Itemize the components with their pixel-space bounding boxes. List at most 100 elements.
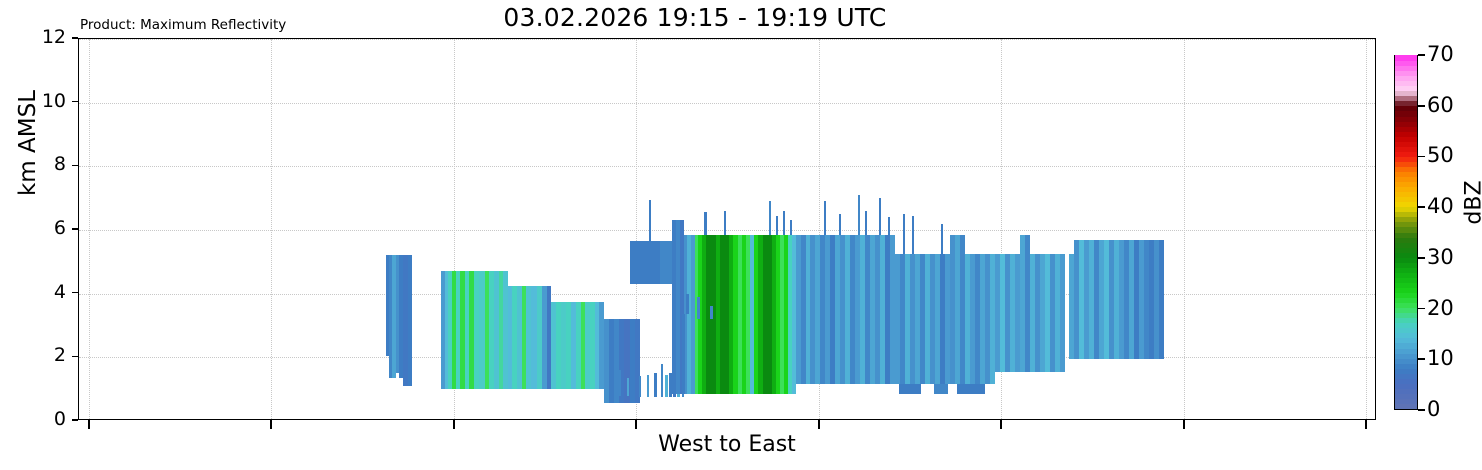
colorbar-band: [1395, 54, 1417, 62]
colorbar-band: [1395, 80, 1417, 87]
colorbar-band: [1395, 367, 1417, 374]
colorbar-tick-mark: [1418, 409, 1425, 411]
y-tick-label: 8: [53, 153, 66, 176]
x-axis-title: West to East: [658, 432, 796, 457]
colorbar-band: [1395, 377, 1417, 384]
colorbar-band: [1395, 261, 1417, 268]
colorbar-band: [1395, 175, 1417, 183]
colorbar-band: [1395, 150, 1417, 157]
colorbar-tick-mark: [1418, 155, 1425, 158]
colorbar-band: [1395, 69, 1417, 77]
colorbar-band: [1395, 95, 1417, 102]
colorbar-band: [1395, 221, 1417, 228]
colorbar-band: [1395, 155, 1417, 162]
colorbar-tick-mark: [1418, 256, 1425, 259]
y-tick-mark: [72, 164, 78, 167]
colorbar-gradient: [1394, 54, 1418, 410]
colorbar-band: [1395, 392, 1417, 399]
x-tick-mark: [453, 420, 455, 429]
colorbar-tick-label: 30: [1427, 244, 1454, 269]
colorbar-band: [1395, 352, 1417, 359]
colorbar-band: [1395, 211, 1417, 218]
chart-title: 03.02.2026 19:15 - 19:19 UTC: [503, 3, 887, 32]
colorbar-band: [1395, 357, 1417, 364]
colorbar-band: [1395, 206, 1417, 213]
colorbar-band: [1395, 311, 1417, 319]
colorbar-band: [1395, 135, 1417, 142]
colorbar-band: [1395, 140, 1417, 147]
colorbar-tick-mark: [1418, 307, 1425, 310]
colorbar-band: [1395, 160, 1417, 167]
colorbar-band: [1395, 90, 1417, 97]
colorbar-tick-label: 40: [1427, 194, 1454, 219]
y-tick-mark: [72, 100, 78, 103]
colorbar-band: [1395, 317, 1417, 324]
colorbar-band: [1395, 246, 1417, 253]
x-tick-mark: [1365, 420, 1367, 429]
colorbar-band: [1395, 327, 1417, 334]
colorbar-band: [1395, 306, 1417, 314]
colorbar-band: [1395, 402, 1417, 409]
colorbar: [1394, 54, 1418, 410]
colorbar-band: [1395, 241, 1417, 248]
colorbar-band: [1395, 347, 1417, 354]
colorbar-band: [1395, 185, 1417, 193]
colorbar-tick-mark: [1418, 358, 1425, 361]
colorbar-band: [1395, 397, 1417, 404]
colorbar-band: [1395, 201, 1417, 208]
colorbar-band: [1395, 74, 1417, 82]
colorbar-band: [1395, 337, 1417, 344]
colorbar-band: [1395, 130, 1417, 137]
colorbar-tick-label: 10: [1427, 346, 1454, 371]
colorbar-band: [1395, 226, 1417, 233]
colorbar-band: [1395, 105, 1417, 112]
colorbar-band: [1395, 216, 1417, 223]
y-tick-mark: [72, 228, 78, 230]
colorbar-title: dBZ: [1461, 180, 1482, 225]
x-tick-mark: [635, 420, 637, 429]
colorbar-tick-label: 50: [1427, 143, 1454, 168]
colorbar-tick-label: 60: [1427, 92, 1454, 117]
y-tick-mark: [72, 419, 78, 421]
colorbar-band: [1395, 342, 1417, 349]
y-tick-mark: [72, 355, 78, 358]
colorbar-band: [1395, 301, 1417, 309]
colorbar-band: [1395, 281, 1417, 288]
colorbar-band: [1395, 276, 1417, 283]
colorbar-band: [1395, 85, 1417, 92]
colorbar-tick-mark: [1418, 54, 1425, 56]
colorbar-band: [1395, 266, 1417, 273]
y-tick-label: 12: [41, 26, 66, 48]
y-tick-label: 6: [53, 217, 66, 239]
colorbar-tick-label: 70: [1427, 42, 1454, 66]
x-tick-mark: [88, 420, 90, 429]
colorbar-band: [1395, 362, 1417, 369]
colorbar-band: [1395, 291, 1417, 299]
y-tick-label: 2: [53, 344, 66, 367]
x-tick-mark: [1183, 420, 1185, 429]
colorbar-band: [1395, 236, 1417, 243]
y-axis: 0 2 4 6 8 10 12: [0, 0, 78, 470]
colorbar-band: [1395, 180, 1417, 188]
colorbar-band: [1395, 286, 1417, 294]
colorbar-band: [1395, 125, 1417, 132]
colorbar-band: [1395, 110, 1417, 117]
x-tick-mark: [818, 420, 820, 429]
colorbar-band: [1395, 59, 1417, 67]
y-tick-mark: [72, 37, 78, 39]
colorbar-band: [1395, 332, 1417, 339]
colorbar-band: [1395, 120, 1417, 127]
colorbar-band: [1395, 231, 1417, 238]
y-tick-label: 10: [41, 89, 66, 112]
colorbar-band: [1395, 100, 1417, 107]
colorbar-band: [1395, 271, 1417, 278]
colorbar-tick-label: 0: [1427, 397, 1441, 421]
colorbar-band: [1395, 296, 1417, 304]
colorbar-band: [1395, 170, 1417, 178]
y-tick-label: 0: [53, 408, 66, 430]
colorbar-band: [1395, 195, 1417, 203]
colorbar-band: [1395, 251, 1417, 258]
colorbar-band: [1395, 115, 1417, 122]
